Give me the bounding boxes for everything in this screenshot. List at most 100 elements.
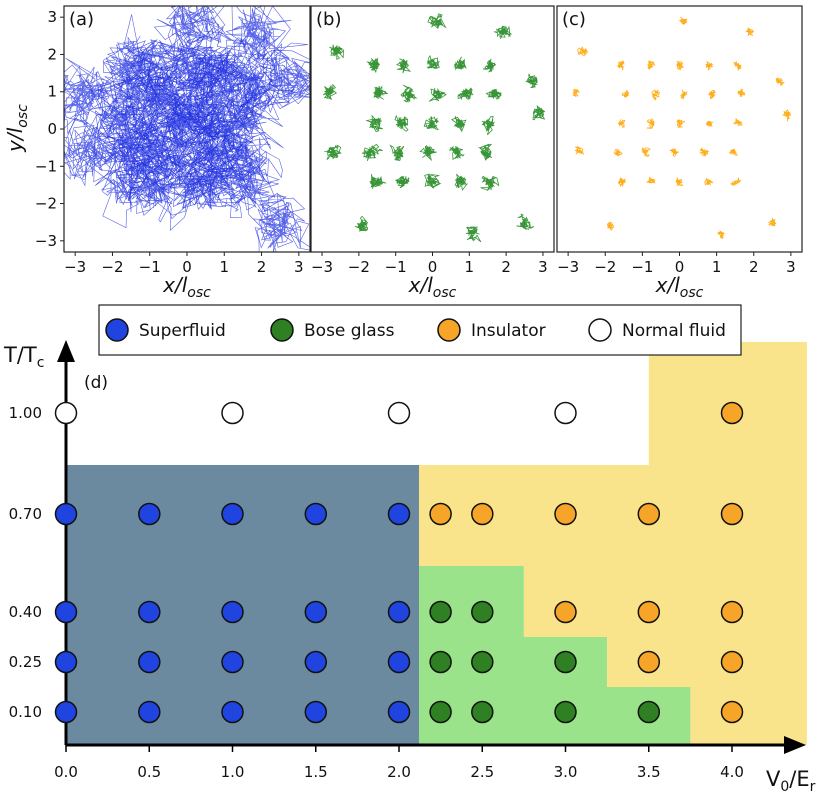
x-tick-label: 2.5	[470, 763, 494, 781]
insulator-point	[471, 502, 494, 526]
bose-glass-point	[471, 650, 494, 674]
y-tick-label: 0.25	[9, 653, 42, 671]
y-tick-label: 2	[47, 45, 57, 63]
bose-glass-point	[471, 600, 494, 624]
phase-regions	[66, 342, 807, 745]
trajectory	[676, 119, 685, 128]
x-tick-label: −2	[594, 258, 616, 276]
y-axis-arrow	[57, 340, 75, 362]
trajectory	[448, 145, 465, 161]
trajectory	[205, 96, 284, 164]
y-tick-label: 0	[47, 120, 57, 138]
x-tick-label: −2	[101, 258, 123, 276]
trajectories	[572, 16, 791, 240]
trajectory	[322, 83, 338, 101]
superfluid-point	[221, 650, 244, 674]
trajectory	[64, 58, 118, 137]
insulator-point	[637, 502, 661, 526]
trajectory	[480, 175, 500, 191]
trajectory	[737, 88, 746, 97]
trajectories	[64, 6, 310, 252]
trajectory	[481, 116, 495, 136]
panel-xlabel-sub: osc	[433, 285, 457, 301]
panel-xlabel: x/losc	[162, 273, 211, 301]
trajectory	[574, 145, 585, 156]
bose-glass-point	[471, 700, 494, 724]
bose-glass-point	[429, 700, 452, 724]
trajectory	[733, 60, 742, 71]
trajectory	[373, 85, 388, 100]
panel-ylabel-main: y/l	[3, 127, 27, 153]
trajectory	[123, 39, 197, 111]
superfluid-point	[138, 650, 161, 674]
x-tick-label: 1	[219, 258, 229, 276]
panel-background	[311, 6, 554, 252]
trajectory	[154, 107, 222, 188]
normal-fluid-point	[387, 401, 411, 425]
y-tick-label: −2	[35, 195, 57, 213]
trajectory	[247, 192, 310, 252]
trajectory	[400, 84, 418, 103]
legend: Superfluid Bose glass Insulator Normal flui…	[98, 304, 742, 356]
legend-label-bose-glass: Bose glass	[304, 321, 395, 341]
trajectory	[781, 109, 791, 122]
trajectory	[478, 143, 493, 162]
phase-xlabel-sub2: r	[810, 779, 816, 793]
phase-x-axis-label: V0/Er	[766, 767, 816, 793]
legend-marker-bose-glass	[270, 318, 294, 342]
trajectory	[493, 25, 513, 39]
superfluid-point	[54, 502, 78, 526]
trajectory	[453, 56, 467, 71]
trajectory	[206, 37, 277, 108]
x-tick-label: 1.0	[221, 763, 245, 781]
trajectory	[423, 116, 440, 131]
superfluid-point	[221, 502, 244, 526]
panel-label: (c)	[562, 9, 586, 30]
trajectory	[516, 213, 535, 230]
normal-fluid-point	[54, 401, 78, 425]
x-tick-label: 0	[428, 258, 438, 276]
bose-glass-point	[554, 650, 577, 674]
insulator-point	[429, 502, 452, 526]
x-tick-label: −3	[64, 258, 86, 276]
panel-xlabel-main: x/l	[655, 273, 681, 297]
superfluid-point	[138, 600, 161, 624]
normal-fluid-point	[554, 401, 577, 425]
x-tick-label: −2	[348, 258, 370, 276]
superfluid-point	[54, 600, 78, 624]
trajectory	[532, 105, 546, 121]
panel-background	[557, 6, 802, 252]
trajectory	[646, 176, 656, 184]
trajectory	[768, 217, 777, 227]
legend-label-superfluid: Superfluid	[139, 321, 226, 341]
x-tick-label: −3	[557, 258, 579, 276]
phase-xlabel-sep: /E	[789, 767, 809, 791]
panel-label: (b)	[316, 9, 341, 30]
trajectory	[572, 88, 580, 97]
trajectory	[646, 118, 655, 129]
trajectory	[733, 117, 743, 127]
x-tick-label: 0.5	[137, 763, 161, 781]
x-tick-label: 4.0	[720, 763, 744, 781]
panel-b: (b) −3 −2 −1 0 1 2 3	[310, 5, 555, 276]
x-tick-label: −3	[311, 258, 333, 276]
trajectory	[651, 89, 660, 101]
superfluid-point	[54, 650, 78, 674]
trajectory	[647, 60, 656, 70]
superfluid-point	[387, 502, 411, 526]
phase-xlabel-sub: 0	[780, 779, 789, 793]
panel-a: (a) −3 −3 −2 −2 −1 −1 0 0 1 1 2 2 3 3	[35, 5, 311, 276]
insulator-point	[720, 650, 744, 674]
superfluid-point	[304, 502, 328, 526]
trajectory	[613, 149, 623, 157]
x-axis-arrow	[784, 736, 806, 754]
insulator-point	[720, 401, 744, 425]
trajectory	[616, 60, 625, 71]
trajectory	[354, 215, 369, 233]
panel-xlabel: x/losc	[408, 273, 457, 301]
trajectory	[395, 58, 412, 74]
insulator-region	[419, 342, 807, 745]
x-tick-label: 1	[712, 258, 722, 276]
superfluid-point	[138, 700, 161, 724]
trajectory	[618, 177, 626, 188]
